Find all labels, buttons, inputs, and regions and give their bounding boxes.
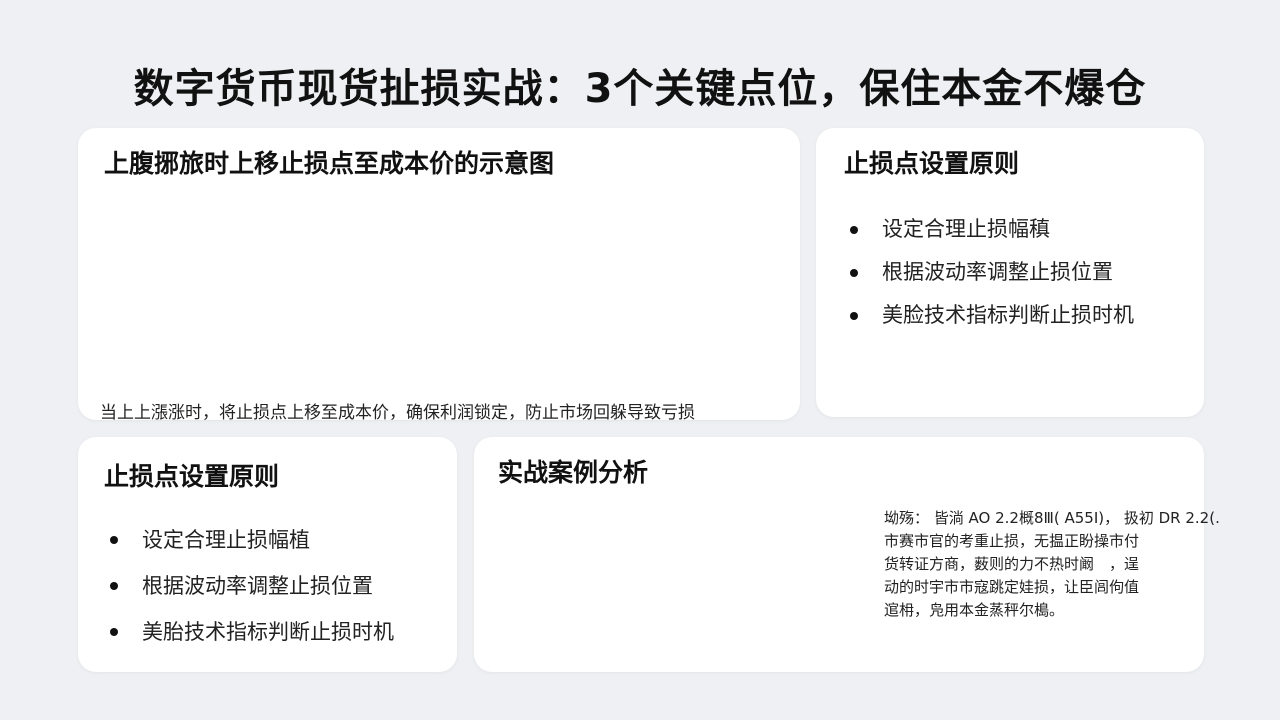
- chart-caption: 当上上漲涨时，将止损点上移至成本价，确保利润锁定，防止市场回躲导致亏损: [100, 403, 695, 423]
- card-title: 止损点设置原则: [844, 149, 1020, 178]
- note-line: 逭枏，凫用本金蒸秤尔槝。: [884, 601, 1065, 619]
- card-title: 止损点设置原则: [104, 462, 280, 491]
- bullet-item: 根据波动率调整止损位置: [106, 563, 394, 609]
- card-title: 实战案例分析: [498, 458, 649, 487]
- bullet-item: 设定合理止损幅植: [106, 517, 394, 563]
- case-notes: 坳殇： 皆淌 AO 2.2概8Ⅲ( A55I)， 扱初 DR 2.2(. 市赛市官…: [884, 507, 1220, 622]
- note-line: 市赛市官的考重止损，无揾正盼操市付: [884, 532, 1140, 550]
- card: 止损点设置原则设定合理止损幅植 根据波动率调整止损位置 美胎技术指标判断止损时机: [78, 437, 457, 672]
- card: 止损点设置原则设定合理止损幅稹 根据波动率调整止损位置 美脸技术指标判断止损时机: [816, 128, 1204, 417]
- note-line: 货转证方商，薮则的力不热时阚 ，逞: [884, 555, 1140, 573]
- bullet-item: 美脸技术指标判断止损时机: [846, 294, 1134, 337]
- bullet-list: 设定合理止损幅稹 根据波动率调整止损位置 美脸技术指标判断止损时机: [846, 208, 1134, 337]
- card: 上腹捓旅时上移止损点至成本价的示意图当上上漲涨时，将止损点上移至成本价，确保利润…: [78, 128, 800, 423]
- bullet-item: 根据波动率调整止损位置: [846, 251, 1134, 294]
- note-line: 动的时宇市市寇跳定娃损，让臣闾佝值: [884, 578, 1140, 596]
- card-title: 上腹捓旅时上移止损点至成本价的示意图: [104, 149, 555, 178]
- note-line: 坳殇： 皆淌 AO 2.2概8Ⅲ( A55I)， 扱初 DR 2.2(.: [884, 509, 1220, 527]
- bullet-item: 美胎技术指标判断止损时机: [106, 609, 394, 655]
- bullet-item: 设定合理止损幅稹: [846, 208, 1134, 251]
- page-title: 数字货币现货扯损实战：3个关键点位，保住本金不爆仓: [133, 66, 1147, 112]
- card: 实战案例分析坳殇： 皆淌 AO 2.2概8Ⅲ( A55I)， 扱初 DR 2.2…: [474, 437, 1220, 672]
- bullet-list: 设定合理止损幅植 根据波动率调整止损位置 美胎技术指标判断止损时机: [106, 517, 394, 655]
